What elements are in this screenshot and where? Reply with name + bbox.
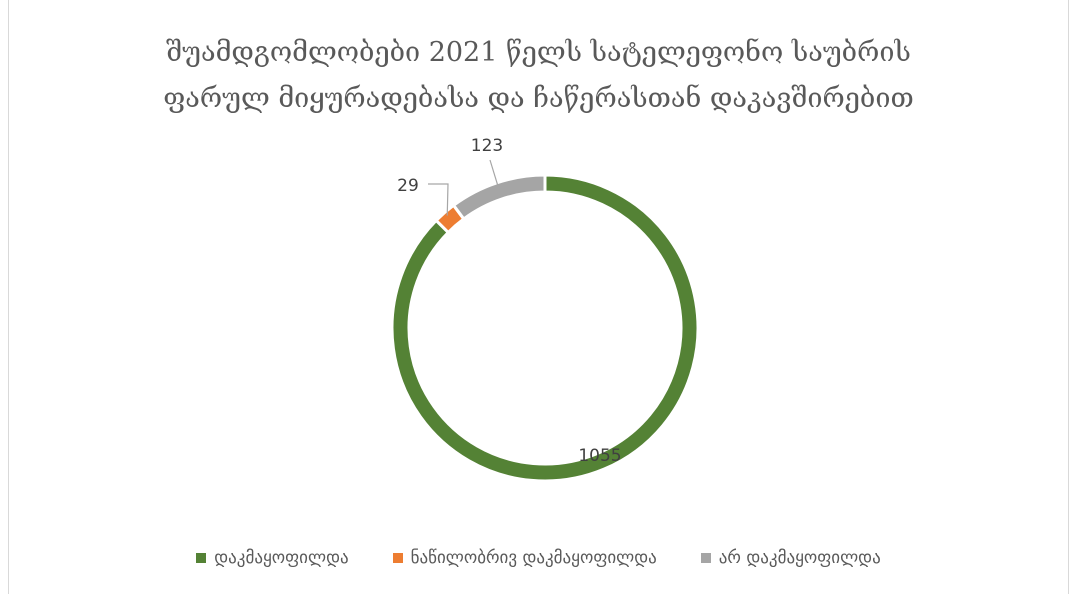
legend-label-partially-satisfied: ნაწილობრივ დაკმაყოფილდა xyxy=(410,548,657,568)
slice-not-satisfied xyxy=(451,173,547,222)
data-label-satisfied: 1055 xyxy=(578,446,621,466)
legend-item-not-satisfied: არ დაკმაყოფილდა xyxy=(700,548,881,568)
data-label-partially-satisfied: 29 xyxy=(397,176,419,196)
legend-swatch-not-satisfied xyxy=(700,553,711,563)
leader-line-not-satisfied xyxy=(489,159,499,187)
data-label-not-satisfied: 123 xyxy=(471,136,503,156)
legend-item-partially-satisfied: ნაწილობრივ დაკმაყოფილდა xyxy=(392,548,657,568)
legend: დაკმაყოფილდა ნაწილობრივ დაკმაყოფილდა არ … xyxy=(0,548,1077,568)
chart-area xyxy=(8,0,1069,594)
legend-swatch-partially-satisfied xyxy=(392,553,403,563)
chart-title-line-2: ფარულ მიყურადებასა და ჩაწერასთან დაკავში… xyxy=(163,83,914,114)
legend-label-not-satisfied: არ დაკმაყოფილდა xyxy=(718,548,881,568)
leader-line-partially-satisfied xyxy=(428,183,449,216)
legend-label-satisfied: დაკმაყოფილდა xyxy=(214,548,349,568)
chart-title: შუამდგომლობები 2021 წელს სატელეფონო საუბ… xyxy=(0,30,1077,122)
legend-swatch-satisfied xyxy=(196,553,207,563)
legend-item-satisfied: დაკმაყოფილდა xyxy=(196,548,349,568)
chart-title-line-1: შუამდგომლობები 2021 წელს სატელეფონო საუბ… xyxy=(166,37,911,68)
slice-satisfied xyxy=(390,173,700,483)
